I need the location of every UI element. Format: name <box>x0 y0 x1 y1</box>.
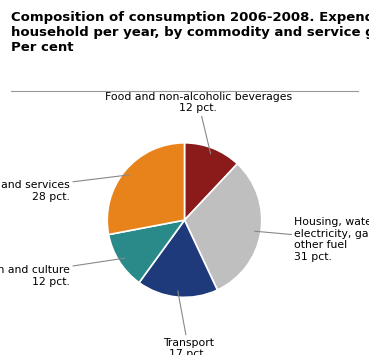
Wedge shape <box>184 164 262 290</box>
Text: Other goods and services
28 pct.: Other goods and services 28 pct. <box>0 175 130 202</box>
Wedge shape <box>184 143 237 220</box>
Text: Housing, water,
electricity, gas and
other fuel
31 pct.: Housing, water, electricity, gas and oth… <box>255 217 369 262</box>
Text: Composition of consumption 2006-2008. Expenditure per
household per year, by com: Composition of consumption 2006-2008. Ex… <box>11 11 369 54</box>
Wedge shape <box>107 143 184 235</box>
Text: Food and non-alcoholic beverages
12 pct.: Food and non-alcoholic beverages 12 pct. <box>105 92 292 154</box>
Text: Transport
17 pct.: Transport 17 pct. <box>163 291 214 355</box>
Wedge shape <box>139 220 217 297</box>
Wedge shape <box>108 220 184 283</box>
Text: Recreation and culture
12 pct.: Recreation and culture 12 pct. <box>0 258 124 286</box>
